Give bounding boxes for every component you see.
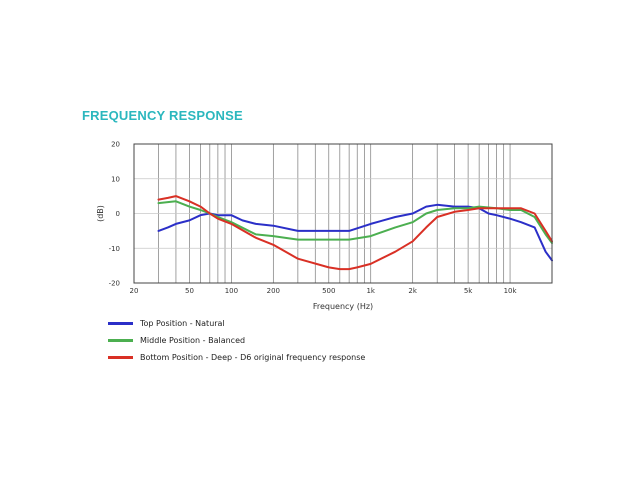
- legend-label-top-position: Top Position - Natural: [140, 319, 225, 328]
- x-tick-label: 5k: [464, 287, 473, 295]
- legend-swatch-red: [108, 356, 133, 359]
- legend-label-bottom-position: Bottom Position - Deep - D6 original fre…: [140, 353, 366, 362]
- plot-frame: [133, 143, 553, 284]
- y-tick-label: 10: [111, 175, 120, 183]
- chart-legend: Top Position - Natural Middle Position -…: [108, 315, 365, 366]
- x-tick-label: 1k: [366, 287, 375, 295]
- series-line-2: [157, 195, 553, 271]
- grid-layer: [134, 144, 552, 283]
- x-tick-label: 10k: [504, 287, 518, 295]
- series-line-0: [157, 203, 553, 262]
- legend-item-middle-position: Middle Position - Balanced: [108, 332, 365, 349]
- x-axis-label: Frequency (Hz): [313, 302, 373, 311]
- y-tick-label: 0: [116, 210, 120, 218]
- legend-swatch-green: [108, 339, 133, 342]
- x-tick-label: 100: [225, 287, 238, 295]
- x-tick-label: 50: [185, 287, 194, 295]
- chart-title: FREQUENCY RESPONSE: [82, 108, 243, 123]
- x-tick-label: 20: [130, 287, 139, 295]
- y-tick-label: -20: [109, 280, 120, 288]
- series-layer: [157, 195, 553, 271]
- x-tick-label: 2k: [408, 287, 417, 295]
- y-tick-label: 20: [111, 141, 120, 149]
- legend-label-middle-position: Middle Position - Balanced: [140, 336, 246, 345]
- legend-swatch-blue: [108, 322, 133, 325]
- x-tick-label: 200: [267, 287, 280, 295]
- legend-item-top-position: Top Position - Natural: [108, 315, 365, 332]
- y-tick-label: -10: [109, 245, 120, 253]
- legend-item-bottom-position: Bottom Position - Deep - D6 original fre…: [108, 349, 365, 366]
- y-axis-label: (dB): [96, 205, 105, 222]
- x-tick-label: 500: [322, 287, 335, 295]
